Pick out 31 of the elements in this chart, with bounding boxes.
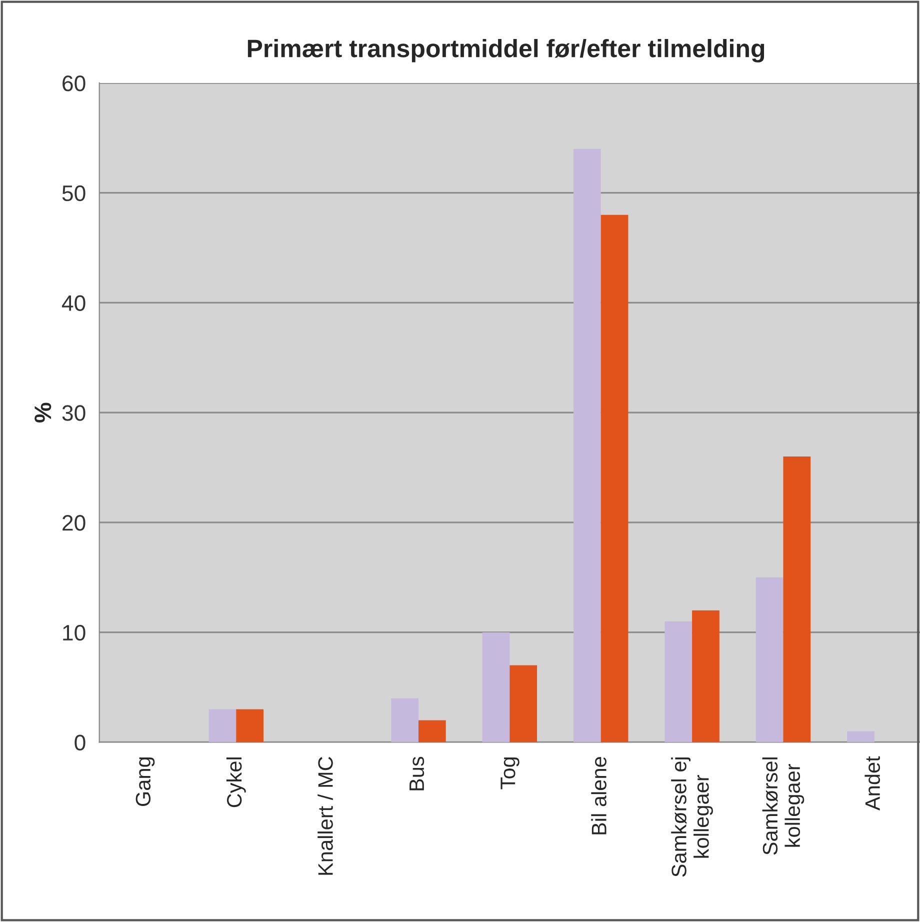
y-tick-label: 20: [62, 515, 86, 531]
x-tick-label: Knallert / MC: [318, 756, 333, 875]
bar: [391, 698, 418, 742]
y-tick-label: 60: [62, 76, 86, 92]
y-tick-label: 40: [62, 295, 86, 311]
y-tick-label: 50: [62, 185, 86, 202]
x-tick-label: Bus: [410, 756, 424, 790]
bar: [236, 709, 264, 742]
bar: [783, 456, 811, 742]
x-tick-label: Tog: [500, 757, 520, 790]
bar: [418, 720, 446, 742]
x-tick-label: Andet: [864, 756, 880, 810]
x-tick-label: Gang: [136, 757, 155, 806]
bar: [208, 709, 236, 742]
bar: [847, 731, 874, 742]
x-tick-label: Cykel: [226, 757, 246, 808]
bar: [574, 148, 601, 742]
y-tick-label: 0: [74, 734, 86, 750]
bar: [664, 621, 692, 742]
bar: [510, 665, 538, 742]
bar: [600, 214, 628, 742]
bar: [692, 610, 720, 742]
chart-title: Primært transportmiddel før/efter tilmelding: [248, 39, 764, 62]
bar: [756, 577, 784, 742]
x-tick-label: Samkørsel ej kollegaer: [671, 757, 713, 877]
y-tick-label: 10: [63, 624, 86, 641]
y-axis-title: %: [34, 402, 52, 423]
bar: [482, 632, 510, 742]
x-tick-label: Bil alene: [591, 757, 606, 834]
x-tick-label: Samkørsel kollegaer: [762, 757, 804, 855]
y-tick-label: 30: [62, 405, 86, 421]
